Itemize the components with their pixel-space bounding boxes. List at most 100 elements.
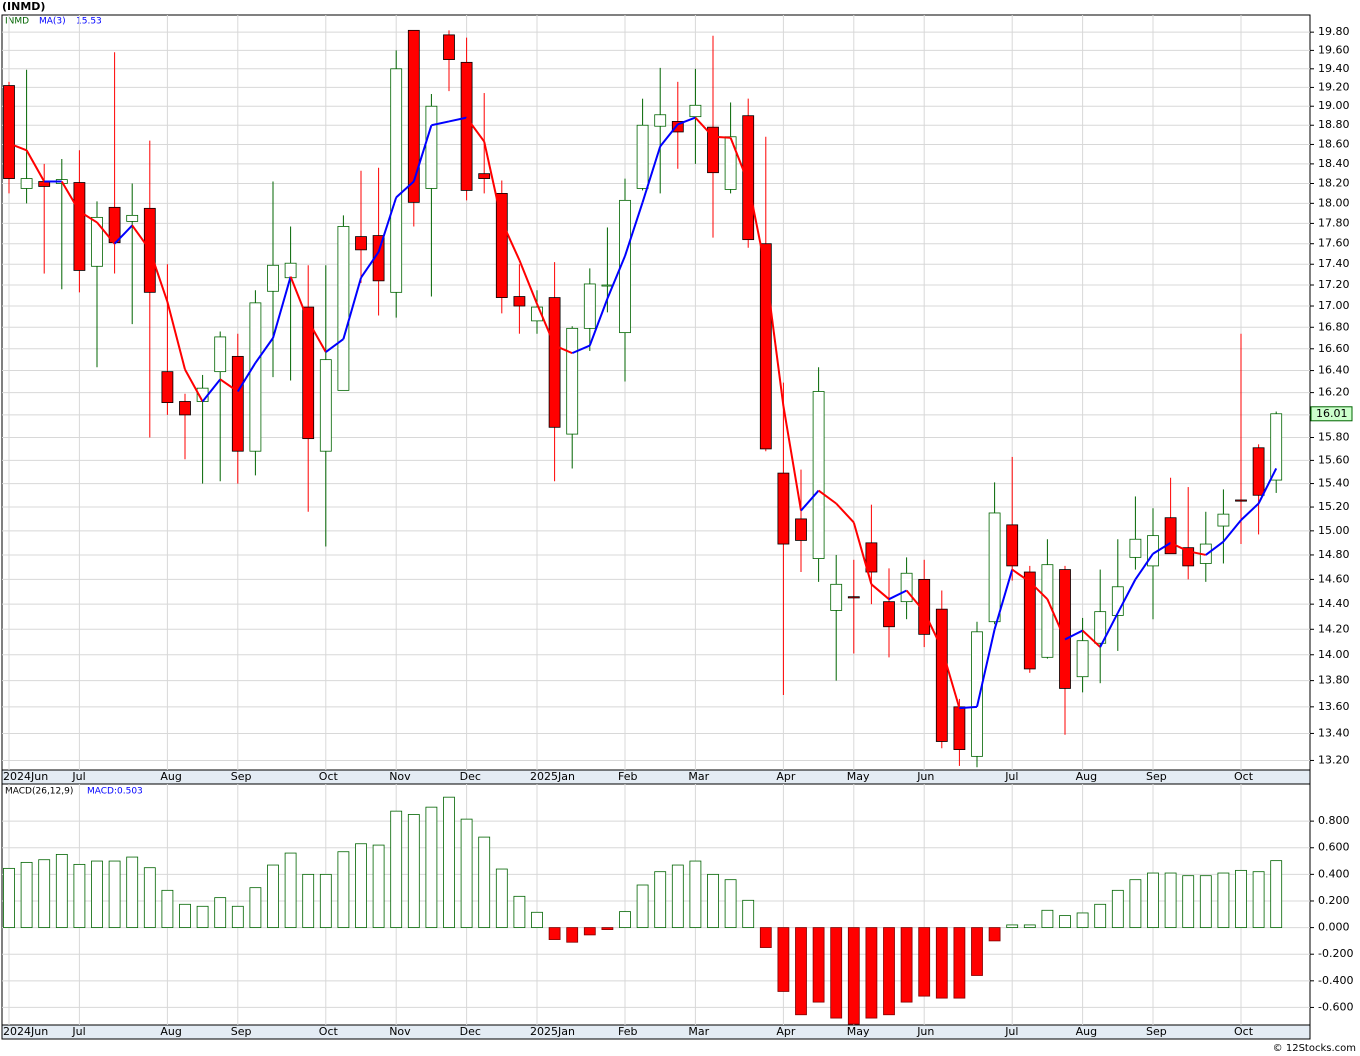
x-tick-label: Aug (160, 770, 181, 783)
macd-bar (3, 867, 15, 928)
candle-body (1023, 571, 1036, 670)
macd-bar (355, 843, 367, 928)
ma-line (729, 137, 750, 183)
ma-line (571, 344, 591, 355)
macd-bar (566, 927, 579, 943)
ma-line (905, 589, 925, 613)
candle-body (531, 306, 543, 322)
macd-bar (161, 889, 174, 928)
candle-body (73, 182, 86, 271)
y-tick-label: 17.40 (1318, 257, 1350, 270)
macd-bar (1199, 875, 1212, 928)
ma-line (536, 303, 556, 346)
candle-body (971, 631, 983, 757)
candle-body (1094, 611, 1107, 644)
candle-body (918, 578, 931, 635)
x-tick-label: Apr (776, 1025, 796, 1038)
x-tick-label: Oct (319, 1025, 339, 1038)
candle-body (1182, 547, 1195, 567)
y-tick-label: 16.60 (1318, 342, 1350, 355)
ma-line (1240, 502, 1260, 521)
x-tick-label: Apr (776, 770, 796, 783)
candle-body (830, 583, 843, 611)
chart-title: (INMD) (2, 0, 45, 13)
macd-bar (249, 887, 262, 928)
macd-bar (619, 911, 631, 928)
macd-bar (847, 927, 860, 1025)
ma-line (959, 705, 978, 710)
y-tick-label: 18.00 (1318, 196, 1350, 209)
price-tag (1310, 406, 1353, 422)
ma-line (1064, 629, 1084, 641)
candle-body (1217, 513, 1230, 527)
ma-line (272, 276, 292, 339)
macd-bar (1270, 860, 1283, 928)
macd-bar (390, 810, 403, 928)
ma-line (236, 362, 257, 393)
ma-line (131, 224, 151, 251)
x-tick-label: 2024Jun (3, 1025, 48, 1038)
candle-body (671, 121, 684, 133)
macd-bar (1129, 879, 1142, 928)
ma-line (835, 502, 855, 524)
ma-line (483, 141, 503, 222)
candle-body (566, 327, 579, 435)
macd-bar (108, 860, 121, 928)
ma-line (554, 344, 573, 355)
macd-bar (460, 818, 473, 928)
y-tick-label: 0.400 (1318, 867, 1350, 880)
ma-line (870, 583, 890, 600)
ma-line (940, 648, 961, 709)
candle-body (126, 214, 139, 222)
candle-body (407, 29, 420, 203)
candle-body (759, 243, 772, 450)
x-tick-label: Jun (916, 770, 934, 783)
x-tick-label: Jul (1004, 1025, 1018, 1038)
y-tick-label: 15.20 (1318, 500, 1350, 513)
y-tick-label: 18.60 (1318, 137, 1350, 150)
macd-bar (759, 927, 772, 948)
macd-bar (267, 864, 279, 928)
y-tick-label: 17.20 (1318, 278, 1350, 291)
y-tick-label: 14.60 (1318, 572, 1350, 585)
ma-line (25, 149, 46, 183)
ma-line (201, 378, 221, 403)
y-tick-label: 14.80 (1318, 548, 1350, 561)
macd-bar (671, 864, 684, 928)
candle-body (900, 572, 913, 603)
y-tick-label: 14.40 (1318, 597, 1350, 610)
ma-line (96, 221, 116, 245)
ma-line (694, 116, 714, 138)
macd-bar (900, 927, 913, 1003)
y-tick-label: 19.80 (1318, 25, 1350, 38)
y-tick-label: 13.60 (1318, 700, 1350, 713)
candle-body (161, 371, 174, 404)
x-tick-label: Dec (460, 770, 481, 783)
ma-line (1011, 568, 1031, 583)
x-tick-label: Jul (1004, 770, 1018, 783)
y-tick-label: 18.80 (1318, 118, 1350, 131)
candle-body (443, 34, 455, 60)
macd-value: MACD:0.503 (87, 787, 143, 797)
candle-body (988, 512, 1001, 623)
candle-body (742, 115, 755, 241)
ma-line (448, 116, 467, 123)
ma-line (500, 220, 521, 261)
ma-line (764, 270, 785, 407)
x-tick-label: Sep (1146, 1025, 1167, 1038)
x-tick-label: Sep (231, 1025, 252, 1038)
macd-bar (91, 860, 103, 928)
candle-body (583, 283, 596, 329)
x-tick-label: Mar (688, 1025, 709, 1038)
candle-body (231, 355, 244, 452)
legend-ma-value: 15.53 (76, 17, 102, 27)
candle-body (865, 542, 878, 573)
macd-bar (319, 873, 332, 928)
ma-line (60, 181, 81, 212)
ma-line (818, 489, 837, 505)
ma-line (219, 378, 239, 393)
ma-line (1170, 541, 1189, 553)
macd-bar (1164, 872, 1177, 928)
ma-line (360, 251, 380, 279)
